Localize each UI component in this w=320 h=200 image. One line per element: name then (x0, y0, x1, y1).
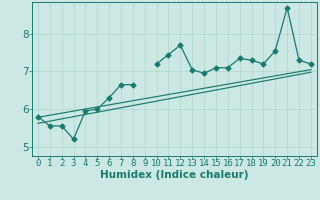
X-axis label: Humidex (Indice chaleur): Humidex (Indice chaleur) (100, 170, 249, 180)
